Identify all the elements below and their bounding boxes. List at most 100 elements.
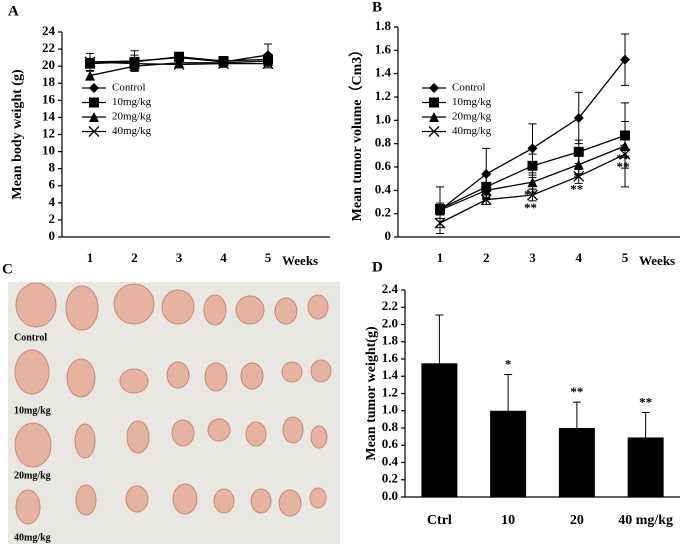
y-tick-label: 8 <box>49 160 56 175</box>
tumors <box>14 282 332 525</box>
y-tick-label: 12 <box>42 125 55 140</box>
x-tick-label: 5 <box>265 250 272 265</box>
x-tick-label: 5 <box>622 250 629 265</box>
marker <box>481 185 492 196</box>
y-tick-label: 2.4 <box>382 281 399 296</box>
marker <box>174 51 184 62</box>
x-tick-label: 3 <box>529 250 536 265</box>
legend-marker <box>429 83 439 93</box>
y-tick-label: 2 <box>49 211 56 226</box>
legend-label: 10mg/kg <box>112 96 152 108</box>
marker <box>84 56 96 68</box>
x-tick-label: 4 <box>576 250 583 265</box>
y-tick-label: 0.8 <box>382 419 399 434</box>
y-tick-label: 0.4 <box>375 181 392 196</box>
marker <box>480 194 492 206</box>
legend-label: 40mg/kg <box>452 125 492 137</box>
y-tick-label: 0.6 <box>382 436 399 451</box>
y-tick-label: 2.0 <box>382 315 398 330</box>
legend-marker <box>89 97 99 108</box>
y-axis-title: Mean body weight (g) <box>10 69 25 200</box>
y-tick-label: 4 <box>49 194 56 209</box>
x-axis-title: Weeks <box>639 253 675 268</box>
significance: ** <box>570 181 583 196</box>
legend-marker <box>429 112 439 122</box>
x-tick-label: 4 <box>220 250 227 265</box>
marker <box>619 148 631 160</box>
y-tick-label: 0.2 <box>375 205 391 220</box>
y-tick-label: 1.0 <box>382 402 398 417</box>
marker <box>527 177 538 188</box>
row-label: 10mg/kg <box>14 405 51 416</box>
y-tick-label: 18 <box>42 74 56 89</box>
y-tick-label: 0.0 <box>382 488 398 503</box>
x-tick-label: 1 <box>437 250 444 265</box>
marker <box>173 58 185 70</box>
y-tick-label: 1.8 <box>382 333 399 348</box>
legend-marker <box>89 112 99 122</box>
x-axis-title: Weeks <box>282 253 318 268</box>
x-tick-label: 40 mg/kg <box>618 513 673 528</box>
x-tick-label: 1 <box>87 250 94 265</box>
y-tick-label: 22 <box>42 40 55 55</box>
error-bar <box>572 401 581 455</box>
significance: ** <box>524 200 537 215</box>
marker <box>435 205 445 216</box>
legend-label: 10mg/kg <box>452 96 492 108</box>
y-tick-label: 10 <box>42 143 55 158</box>
marker <box>527 189 538 201</box>
y-tick-label: 0.2 <box>382 471 398 486</box>
panel-label: C <box>2 261 13 277</box>
legend-label: Control <box>452 82 486 94</box>
marker <box>527 143 538 154</box>
marker <box>481 169 492 179</box>
panel-label: D <box>372 259 383 275</box>
y-tick-label: 0 <box>49 228 56 243</box>
marker <box>573 159 584 170</box>
marker <box>573 113 584 123</box>
photo-panel: C Control 10mg/kg 20mg/kg 40mg/kg <box>2 261 340 544</box>
marker <box>573 146 584 157</box>
y-tick-label: 1.6 <box>382 350 399 365</box>
y-tick-label: 2.2 <box>382 298 398 313</box>
row-label: Control <box>14 332 47 343</box>
marker <box>434 217 446 229</box>
x-tick-label: 10 <box>501 513 515 528</box>
y-tick-label: 16 <box>42 91 56 106</box>
legend-marker <box>428 126 440 137</box>
x-tick-label: Ctrl <box>427 513 452 528</box>
significance: ** <box>639 394 652 409</box>
y-tick-label: 1.4 <box>382 367 399 382</box>
error-bar <box>504 374 513 448</box>
marker <box>527 160 538 171</box>
marker <box>262 58 274 70</box>
error-bar <box>641 411 650 463</box>
y-tick-label: 0.8 <box>375 135 392 150</box>
significance: * <box>505 357 512 372</box>
y-tick-label: 1.2 <box>375 88 391 103</box>
legend-marker <box>429 97 439 108</box>
error-bar <box>435 314 444 413</box>
panel-label: A <box>8 3 19 19</box>
y-tick-label: 1.4 <box>375 65 392 80</box>
y-tick-label: 1.6 <box>375 41 392 56</box>
panel-label: B <box>372 0 382 15</box>
y-tick-label: 1.0 <box>375 111 391 126</box>
row-label: 40mg/kg <box>14 532 51 543</box>
marker <box>129 58 140 70</box>
x-tick-label: 20 <box>570 513 584 528</box>
significance: ** <box>617 159 630 174</box>
y-tick-label: 0.6 <box>375 158 392 173</box>
marker <box>218 58 229 70</box>
x-tick-label: 2 <box>483 250 490 265</box>
y-tick-label: 24 <box>42 23 56 38</box>
legend-marker <box>89 83 99 93</box>
legend-label: 20mg/kg <box>112 111 152 123</box>
legend-label: 40mg/kg <box>112 125 152 137</box>
y-axis-title: Mean tumor volume（Cm3） <box>349 43 365 222</box>
x-tick-label: 3 <box>176 250 183 265</box>
legend-marker <box>88 126 100 137</box>
y-tick-label: 0.4 <box>382 453 399 468</box>
y-tick-label: 1.8 <box>375 18 392 33</box>
